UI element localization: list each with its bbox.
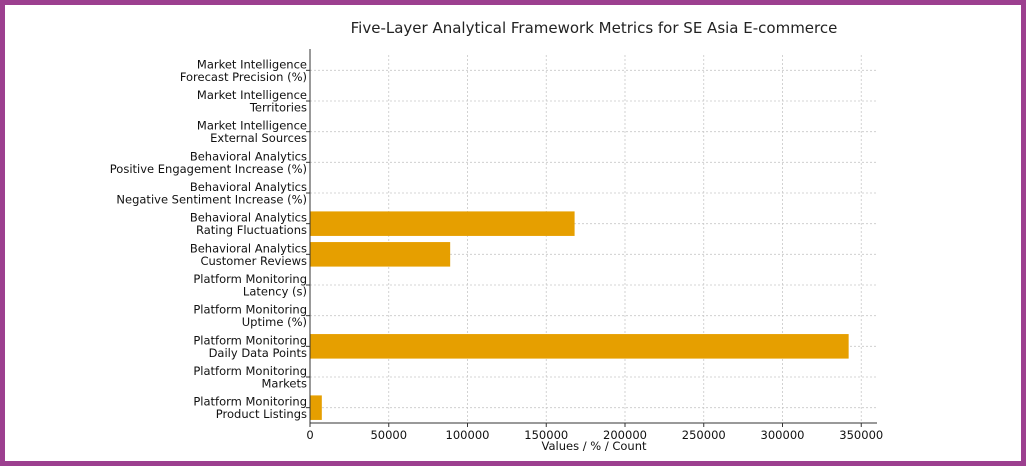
y-tick-label: Behavioral Analytics Negative Sentiment I… bbox=[116, 180, 307, 207]
y-tick-label-line: Market Intelligence bbox=[197, 88, 307, 102]
y-tick-label: Behavioral Analytics Positive Engagement … bbox=[110, 149, 307, 176]
x-tick-label: 0 bbox=[306, 428, 313, 442]
y-tick-label: Market Intelligence Territories bbox=[197, 88, 307, 115]
bar bbox=[310, 395, 322, 420]
x-tick-label: 100000 bbox=[446, 428, 490, 442]
bar bbox=[310, 334, 849, 359]
y-tick-label: Behavioral Analytics Rating Fluctuations bbox=[190, 211, 307, 238]
y-tick-label: Behavioral Analytics Customer Reviews bbox=[190, 241, 307, 267]
y-tick-label-line: Market Intelligence bbox=[197, 57, 307, 71]
y-tick-label-line: Customer Reviews bbox=[200, 254, 307, 268]
y-tick-label-line: Uptime (%) bbox=[242, 315, 307, 329]
y-tick-label-line: Daily Data Points bbox=[209, 346, 307, 360]
y-tick-label-line: Platform Monitoring bbox=[193, 333, 307, 347]
y-tick-labels: Market Intelligence Forecast Precision (%… bbox=[110, 57, 307, 421]
x-tick-label: 200000 bbox=[603, 428, 647, 442]
y-tick-label-line: Positive Engagement Increase (%) bbox=[110, 162, 307, 176]
y-tick-label-line: Platform Monitoring bbox=[193, 303, 307, 317]
y-tick-label-line: External Sources bbox=[210, 131, 307, 145]
grid bbox=[309, 55, 877, 423]
y-tick-label-line: Platform Monitoring bbox=[193, 364, 307, 378]
bar-chart: Five-Layer Analytical Framework Metrics … bbox=[110, 19, 883, 453]
x-tick-label: 300000 bbox=[761, 428, 805, 442]
y-tick-label-line: Behavioral Analytics bbox=[190, 149, 307, 163]
x-tick-label: 150000 bbox=[524, 428, 568, 442]
bar bbox=[310, 211, 575, 236]
axes bbox=[306, 49, 877, 427]
y-tick-label-line: Behavioral Analytics bbox=[190, 211, 307, 225]
y-tick-label: Platform Monitoring Markets bbox=[193, 364, 307, 391]
y-tick-label-line: Market Intelligence bbox=[197, 119, 307, 133]
y-tick-label: Market Intelligence External Sources bbox=[197, 119, 307, 145]
y-tick-label-line: Product Listings bbox=[216, 407, 307, 421]
chart-title: Five-Layer Analytical Framework Metrics … bbox=[351, 19, 838, 37]
y-tick-label-line: Platform Monitoring bbox=[193, 272, 307, 286]
x-tick-label: 250000 bbox=[682, 428, 726, 442]
y-tick-label-line: Behavioral Analytics bbox=[190, 241, 307, 255]
y-tick-label-line: Forecast Precision (%) bbox=[180, 70, 307, 84]
y-tick-label: Platform Monitoring Uptime (%) bbox=[193, 303, 307, 330]
x-tick-label: 350000 bbox=[839, 428, 883, 442]
bar bbox=[310, 242, 451, 267]
y-tick-label-line: Territories bbox=[249, 101, 307, 115]
y-tick-label-line: Rating Fluctuations bbox=[196, 223, 307, 237]
y-tick-label-line: Markets bbox=[261, 377, 307, 391]
y-tick-label: Platform Monitoring Product Listings bbox=[193, 395, 307, 422]
x-axis-label: Values / % / Count bbox=[541, 439, 647, 453]
y-tick-label: Platform Monitoring Latency (s) bbox=[193, 272, 307, 299]
y-tick-label-line: Behavioral Analytics bbox=[190, 180, 307, 194]
bars bbox=[310, 58, 849, 420]
x-tick-labels: 0 50000 100000 150000 200000 250000 300000 3500… bbox=[306, 428, 883, 442]
y-tick-label: Market Intelligence Forecast Precision (%… bbox=[180, 57, 307, 83]
y-tick-label-line: Latency (s) bbox=[243, 285, 307, 299]
y-tick-label-line: Negative Sentiment Increase (%) bbox=[116, 193, 307, 207]
y-tick-label-line: Platform Monitoring bbox=[193, 395, 307, 409]
y-tick-label: Platform Monitoring Daily Data Points bbox=[193, 333, 307, 360]
x-tick-label: 50000 bbox=[370, 428, 407, 442]
